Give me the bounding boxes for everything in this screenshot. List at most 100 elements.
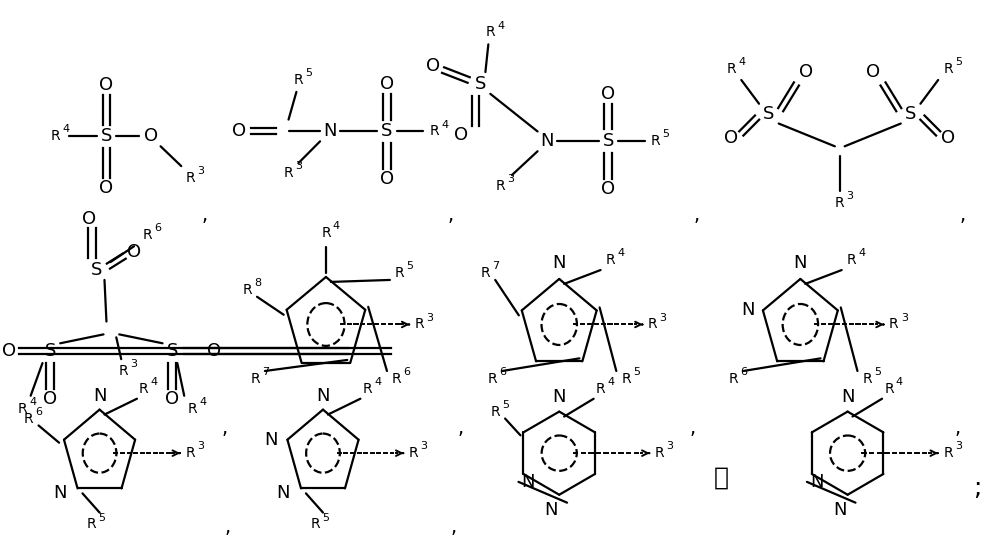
Text: 4: 4 [858,248,866,258]
Text: R: R [606,253,615,267]
Text: 3: 3 [660,312,667,323]
Text: N: N [741,301,755,319]
Text: 5: 5 [305,68,312,78]
Text: R: R [727,62,736,76]
Text: N: N [522,473,535,491]
Text: R: R [139,382,149,396]
Text: 6: 6 [499,367,506,377]
Text: O: O [941,129,955,147]
Text: 4: 4 [896,377,903,387]
Text: 5: 5 [99,512,106,522]
Text: N: N [833,500,846,518]
Text: 4: 4 [497,20,504,31]
Text: O: O [380,75,394,93]
Text: N: N [841,388,854,406]
Text: O: O [43,390,57,408]
Text: S: S [91,261,102,279]
Text: R: R [495,179,505,193]
Text: 4: 4 [333,221,340,231]
Text: O: O [82,209,96,227]
Text: N: N [541,133,554,150]
Text: R: R [395,266,405,280]
Text: R: R [392,372,402,386]
Text: 3: 3 [955,441,962,451]
Text: R: R [889,317,899,332]
Text: R: R [943,62,953,76]
Text: 4: 4 [617,248,624,258]
Text: R: R [250,372,260,386]
Text: O: O [2,342,16,360]
Text: 3: 3 [901,312,908,323]
Text: 3: 3 [420,441,427,451]
Text: O: O [99,179,114,197]
Text: R: R [409,446,418,460]
Text: ,: , [458,419,464,438]
Text: R: R [943,446,953,460]
Text: N: N [53,484,67,503]
Text: R: R [321,226,331,241]
Text: O: O [99,76,114,94]
Text: S: S [603,133,614,150]
Text: ,: , [224,518,231,537]
Text: O: O [799,63,813,81]
Text: 4: 4 [738,57,745,67]
Text: 4: 4 [374,377,381,387]
Text: 4: 4 [441,119,448,129]
Text: S: S [763,105,775,123]
Text: 7: 7 [262,367,269,377]
Text: S: S [167,342,178,360]
Text: 8: 8 [254,278,261,288]
Text: ,: , [202,206,208,225]
Text: R: R [486,25,495,39]
Text: R: R [185,446,195,460]
Text: R: R [651,134,660,149]
Text: 4: 4 [30,397,37,407]
Text: O: O [426,57,440,75]
Text: R: R [50,129,60,144]
Text: 3: 3 [295,161,302,171]
Text: ,: , [694,206,700,225]
Text: N: N [810,473,823,491]
Text: ,: , [960,206,966,225]
Text: O: O [724,129,739,147]
Text: 6: 6 [740,367,747,377]
Text: O: O [380,170,394,188]
Text: 3: 3 [426,312,433,323]
Text: S: S [101,127,112,145]
Text: R: R [429,124,439,139]
Text: 5: 5 [322,512,329,522]
Text: 5: 5 [955,57,962,67]
Text: 3: 3 [667,441,674,451]
Text: N: N [552,254,566,272]
Text: R: R [143,229,153,242]
Text: R: R [487,372,497,386]
Text: R: R [884,382,894,396]
Text: 5: 5 [663,129,670,139]
Text: R: R [242,283,252,297]
Text: N: N [323,122,337,140]
Text: ;: ; [973,476,982,500]
Text: N: N [264,431,277,449]
Text: ,: , [221,419,228,438]
Text: 4: 4 [199,397,206,407]
Text: R: R [310,517,320,532]
Text: R: R [118,364,128,378]
Text: 5: 5 [407,261,414,271]
Text: N: N [552,388,566,406]
Text: O: O [601,85,615,103]
Text: R: R [24,412,34,425]
Text: R: R [481,266,490,280]
Text: R: R [655,446,664,460]
Text: 3: 3 [197,166,204,176]
Text: ,: , [955,419,961,438]
Text: O: O [127,243,141,261]
Text: 6: 6 [36,407,43,416]
Text: R: R [415,317,424,332]
Text: R: R [862,372,872,386]
Text: R: R [729,372,738,386]
Text: S: S [905,105,916,123]
Text: R: R [187,402,197,415]
Text: ,: , [448,206,454,225]
Text: 6: 6 [404,367,411,377]
Text: 5: 5 [874,367,881,377]
